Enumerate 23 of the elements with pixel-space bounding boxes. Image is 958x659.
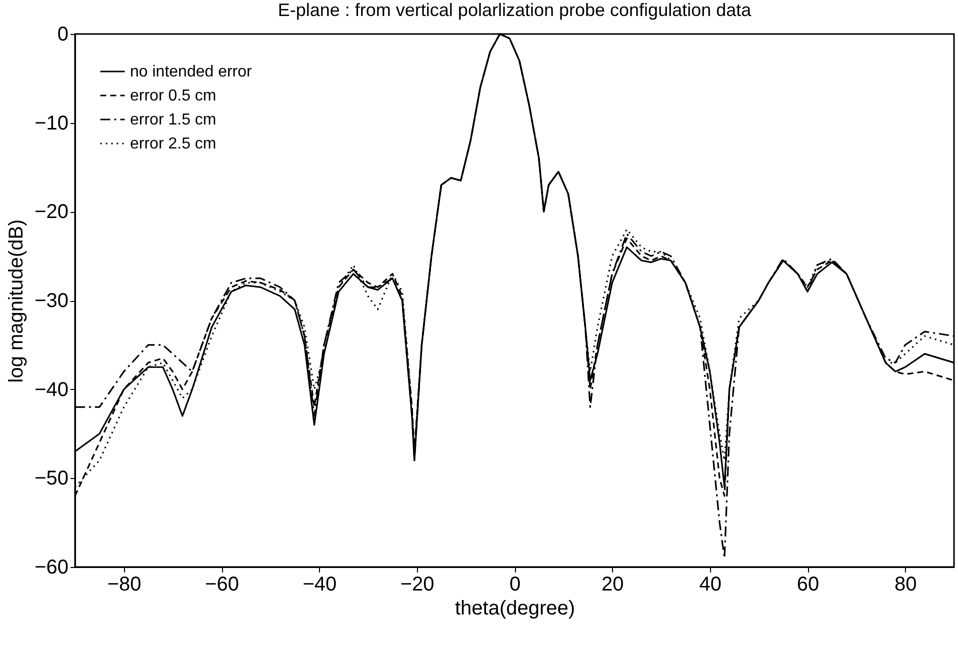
x-tick-label: 80 bbox=[894, 574, 917, 596]
legend-label: error 2.5 cm bbox=[130, 136, 216, 152]
y-tick-label: −10 bbox=[34, 112, 68, 134]
x-tick-label: 0 bbox=[509, 574, 521, 596]
y-tick-label: −50 bbox=[34, 468, 68, 490]
y-axis-title: log magnitude(dB) bbox=[6, 219, 28, 383]
x-axis-title: theta(degree) bbox=[454, 598, 576, 620]
legend-label: error 1.5 cm bbox=[130, 112, 216, 128]
legend-label: no intended error bbox=[130, 64, 253, 80]
x-tick-label: 60 bbox=[796, 574, 820, 596]
x-tick-label: −20 bbox=[400, 574, 434, 596]
y-tick-label: 0 bbox=[57, 24, 68, 46]
x-tick-label: −60 bbox=[205, 574, 239, 596]
chart-title: E-plane : from vertical polarlization probe configulation data bbox=[278, 0, 752, 20]
y-tick-label: −40 bbox=[34, 378, 68, 401]
legend-label: error 0.5 cm bbox=[130, 88, 216, 104]
y-tick-label: −60 bbox=[34, 556, 68, 578]
x-tick-label: −40 bbox=[302, 574, 337, 596]
x-tick-label: −80 bbox=[107, 574, 142, 596]
y-tick-label: −30 bbox=[34, 290, 68, 312]
x-tick-label: 20 bbox=[602, 574, 624, 596]
y-tick-label: −20 bbox=[34, 201, 68, 224]
x-tick-label: 40 bbox=[699, 574, 722, 596]
